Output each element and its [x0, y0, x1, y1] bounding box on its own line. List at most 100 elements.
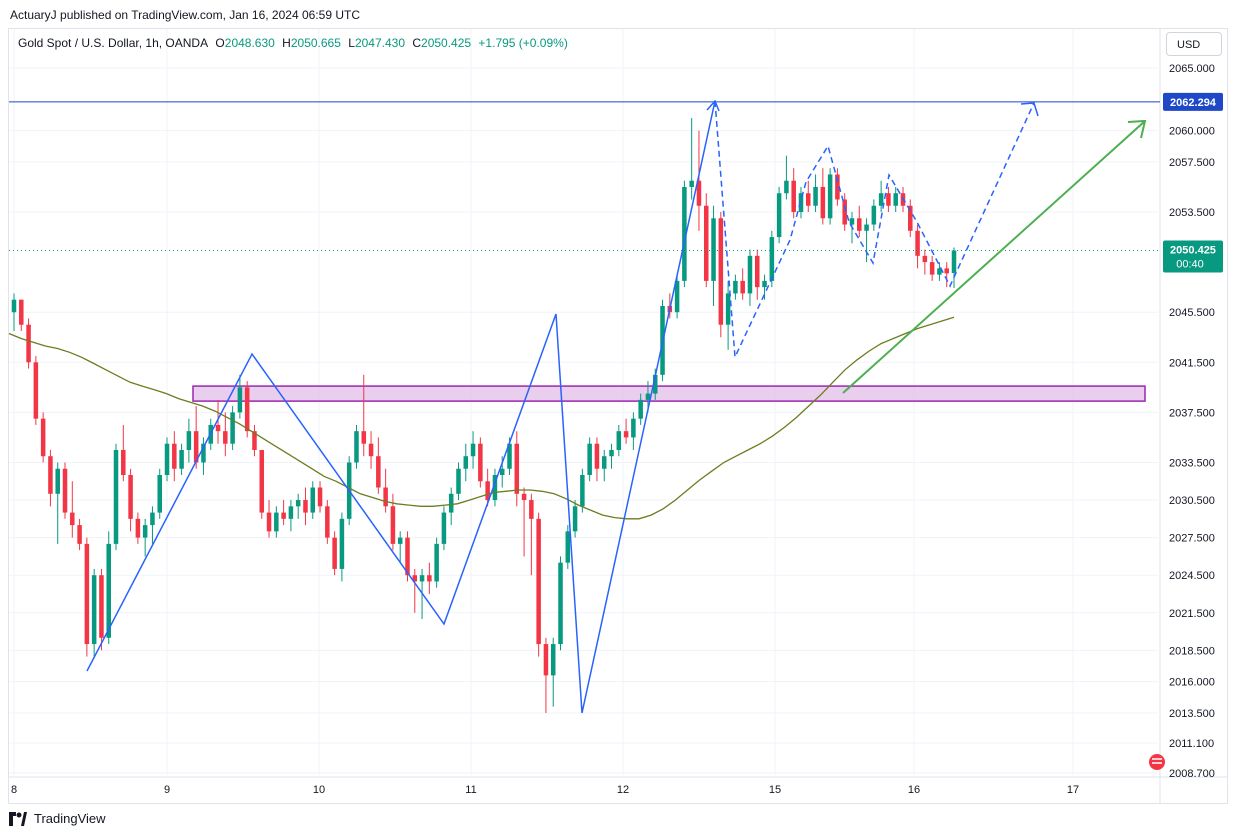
- candle-up: [580, 468, 585, 513]
- candle-body: [616, 431, 622, 450]
- alert-flag-icon: [1149, 754, 1165, 770]
- time-tick-label: 9: [164, 784, 170, 796]
- level-price-badge: [1163, 92, 1223, 111]
- candle-up: [638, 393, 643, 425]
- candle-body: [99, 575, 104, 638]
- candle-body: [784, 180, 789, 194]
- candle-body: [529, 500, 534, 519]
- candle-up: [827, 168, 833, 225]
- candle-body: [310, 487, 316, 513]
- candle-body: [70, 512, 75, 526]
- last-price-text: 2050.425: [1170, 245, 1216, 257]
- candle-down: [325, 500, 330, 544]
- price-tick-label: 2057.500: [1169, 157, 1215, 169]
- candle-body: [62, 468, 68, 513]
- currency-button[interactable]: USD: [1166, 32, 1222, 56]
- candle-body: [543, 644, 549, 676]
- candle-up: [558, 556, 563, 651]
- candle-down: [908, 199, 913, 238]
- candle-body: [84, 543, 90, 645]
- legend-change: +1.795 (+0.09%): [478, 36, 568, 50]
- candle-body: [565, 531, 571, 563]
- legend-close-value: 2050.425: [421, 36, 472, 50]
- candle-down: [121, 424, 126, 482]
- price-tick-label: 2030.500: [1169, 495, 1215, 507]
- candle-body: [893, 193, 898, 206]
- candle-down: [303, 487, 308, 526]
- candle-down: [857, 205, 862, 238]
- candle-up: [747, 249, 753, 306]
- candle-up: [463, 443, 469, 482]
- support-zone-rectangle: [192, 385, 1146, 402]
- candle-body: [601, 456, 607, 469]
- candle-body: [521, 493, 527, 501]
- candle-body: [572, 506, 578, 532]
- candle-body: [121, 449, 126, 476]
- price-axis: 2065.000 2060.000 2057.500 2053.500 2045.500…: [1169, 63, 1215, 780]
- candle-body: [689, 180, 694, 187]
- candle-up: [813, 174, 818, 213]
- candle-body: [762, 280, 767, 288]
- grid-lines: [9, 29, 1158, 775]
- candle-up: [609, 443, 614, 469]
- candle-down: [40, 412, 46, 463]
- candle-body: [587, 443, 592, 476]
- price-tick-label: 2024.500: [1169, 570, 1215, 582]
- candle-down: [485, 468, 490, 507]
- candle-up: [864, 218, 869, 263]
- candle-body: [427, 575, 432, 582]
- candle-body: [244, 387, 250, 432]
- candle-up: [274, 506, 279, 538]
- candle-body: [303, 500, 308, 513]
- candle-body: [871, 205, 877, 225]
- candle-up: [689, 118, 694, 200]
- candle-body: [631, 418, 636, 438]
- candle-up: [397, 531, 403, 563]
- candle-body: [609, 449, 614, 457]
- candle-body: [259, 449, 265, 513]
- price-tick-label: 2016.000: [1169, 677, 1215, 689]
- price-tick-label: 2013.500: [1169, 708, 1215, 720]
- candle-body: [55, 468, 60, 494]
- candle-body: [193, 431, 199, 463]
- candle-body: [223, 431, 228, 444]
- candle-body: [383, 487, 388, 507]
- price-tick-label: 2053.500: [1169, 207, 1215, 219]
- footer-branding: TradingView: [8, 811, 106, 826]
- time-tick-label: 12: [617, 784, 629, 796]
- candle-down: [529, 493, 534, 576]
- candle-up: [179, 443, 184, 476]
- candle-body: [201, 443, 206, 463]
- candle-down: [543, 637, 549, 713]
- tradingview-logo-icon: [9, 811, 27, 826]
- candle-body: [864, 224, 869, 231]
- candle-body: [434, 543, 439, 582]
- candle-body: [929, 262, 935, 275]
- candle-body: [674, 280, 680, 313]
- candle-body: [91, 575, 97, 645]
- candle-body: [19, 299, 24, 325]
- candle-body: [696, 180, 702, 206]
- candle-body: [237, 387, 243, 413]
- candle-up: [893, 186, 898, 213]
- level-price-label: 2062.294: [1163, 92, 1223, 111]
- legend-low-label: L: [348, 36, 355, 50]
- time-tick-label: 17: [1067, 784, 1079, 796]
- candle-down: [536, 512, 541, 657]
- candle-body: [376, 456, 381, 488]
- candle-body: [776, 193, 782, 238]
- candle-up: [572, 500, 578, 538]
- candle-up: [237, 374, 243, 419]
- candle-body: [448, 493, 454, 513]
- candle-body: [827, 174, 833, 219]
- projection-dashed-path: [714, 100, 1035, 360]
- candle-body: [113, 449, 119, 544]
- candle-down: [929, 255, 935, 281]
- candle-body: [594, 443, 600, 469]
- candle-body: [288, 506, 294, 519]
- candle-up: [354, 424, 359, 469]
- last-price-label: 2050.425 00:40: [1163, 240, 1223, 273]
- candle-up: [448, 487, 454, 526]
- candle-down: [478, 437, 483, 488]
